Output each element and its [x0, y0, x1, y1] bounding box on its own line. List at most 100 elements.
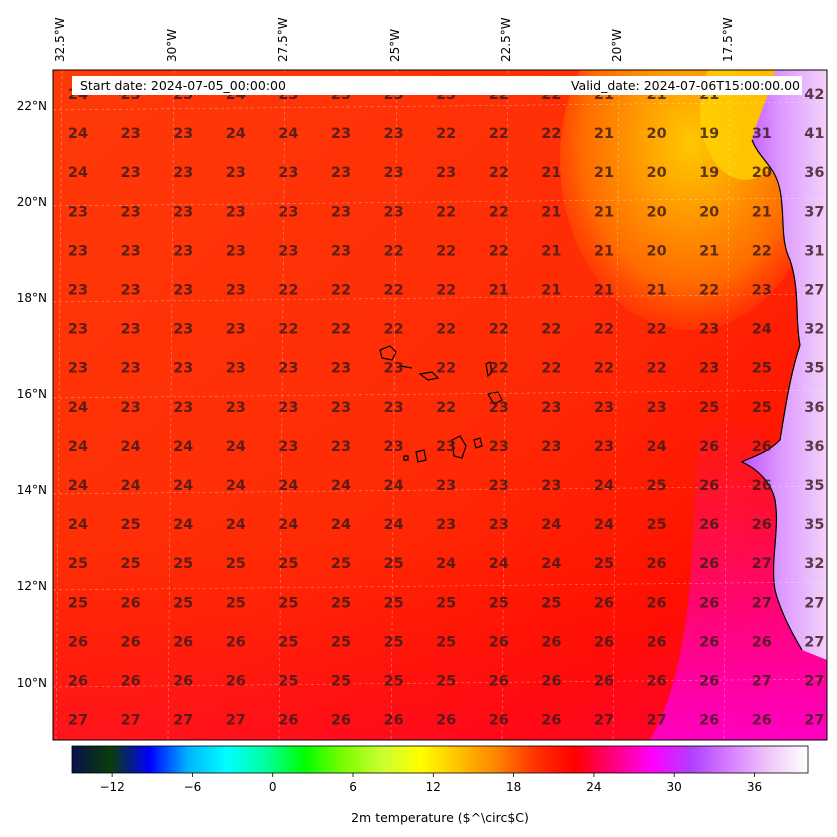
temperature-value: 22 [278, 283, 298, 299]
temperature-value: 23 [331, 126, 351, 142]
temperature-value: 23 [384, 361, 404, 377]
temperature-value: 21 [594, 204, 614, 220]
temperature-value: 24 [68, 439, 88, 455]
temperature-value: 24 [541, 517, 561, 533]
temperature-value: 22 [436, 126, 456, 142]
longitude-label: 25°W [388, 29, 402, 62]
colorbar-tick-label: 0 [269, 780, 277, 794]
temperature-value: 42 [804, 87, 824, 103]
latitude-labels: 22°N 20°N 18°N 16°N 14°N 12°N 10°N [17, 99, 47, 690]
african-land [742, 70, 827, 660]
latitude-label: 14°N [17, 483, 47, 497]
temperature-value: 19 [699, 126, 719, 142]
colorbar-tick-label: −6 [184, 780, 202, 794]
latitude-label: 16°N [17, 387, 47, 401]
temperature-value: 26 [541, 674, 561, 690]
temperature-value: 24 [436, 556, 456, 572]
colorbar-tick-label: 30 [667, 780, 682, 794]
meridian-line [390, 70, 398, 740]
temperature-value: 25 [699, 400, 719, 416]
temperature-value: 21 [541, 204, 561, 220]
colorbar-ticks: −12 −6 0 6 12 18 24 30 36 [99, 773, 762, 794]
temperature-value: 21 [647, 283, 667, 299]
temperature-value: 23 [436, 165, 456, 181]
temperature-value: 26 [699, 674, 719, 690]
meridian-line [723, 70, 731, 740]
temperature-value: 37 [804, 204, 824, 220]
temperature-value: 41 [804, 126, 824, 142]
temperature-value: 26 [226, 634, 246, 650]
temperature-value: 27 [752, 674, 772, 690]
temperature-value: 23 [331, 400, 351, 416]
temperature-value: 25 [752, 400, 772, 416]
temperature-value: 27 [226, 713, 246, 729]
temperature-value: 24 [278, 517, 298, 533]
temperature-value: 22 [436, 204, 456, 220]
temperature-value: 27 [752, 556, 772, 572]
temperature-value: 31 [804, 243, 824, 259]
temperature-value: 25 [68, 595, 88, 611]
temperature-value: 26 [121, 674, 141, 690]
temperature-value: 23 [489, 400, 509, 416]
temperature-value: 24 [278, 126, 298, 142]
temperature-value: 22 [594, 322, 614, 338]
start-date: Start date: 2024-07-05_00:00:00 [80, 78, 286, 93]
temperature-value: 26 [541, 634, 561, 650]
temperature-value: 21 [594, 126, 614, 142]
temperature-value: 23 [68, 361, 88, 377]
temperature-value: 25 [68, 556, 88, 572]
temperature-value: 23 [121, 283, 141, 299]
temperature-value: 20 [752, 165, 772, 181]
temperature-value: 20 [647, 126, 667, 142]
temperature-value: 27 [804, 595, 824, 611]
temperature-value: 23 [226, 243, 246, 259]
temperature-value: 26 [699, 439, 719, 455]
temperature-value: 26 [752, 634, 772, 650]
temperature-value: 22 [647, 322, 667, 338]
temperature-value: 21 [699, 243, 719, 259]
temperature-value: 36 [804, 400, 824, 416]
temperature-value: 24 [68, 126, 88, 142]
date-header-background [72, 76, 802, 95]
temperature-value: 22 [489, 165, 509, 181]
temperature-value: 19 [699, 165, 719, 181]
temperature-value: 26 [436, 713, 456, 729]
date-header: Start date: 2024-07-05_00:00:00 Valid_da… [72, 76, 802, 95]
temperature-value: 26 [699, 517, 719, 533]
temperature-value: 24 [68, 478, 88, 494]
temperature-value: 25 [226, 556, 246, 572]
colorbar-tick-label: 18 [506, 780, 521, 794]
temperature-value: 23 [541, 400, 561, 416]
latitude-label: 22°N [17, 99, 47, 113]
temperature-value: 23 [331, 361, 351, 377]
temperature-value: 23 [752, 283, 772, 299]
temperature-value: 22 [436, 243, 456, 259]
temperature-value: 23 [173, 283, 193, 299]
temperature-value: 22 [541, 126, 561, 142]
temperature-value: 26 [647, 556, 667, 572]
temperature-value: 23 [278, 165, 298, 181]
temperature-value: 24 [226, 126, 246, 142]
temperature-value: 24 [278, 478, 298, 494]
temperature-value: 25 [121, 517, 141, 533]
temperature-value: 27 [173, 713, 193, 729]
longitude-label: 22.5°W [499, 17, 513, 62]
temperature-value: 21 [594, 283, 614, 299]
temperature-value: 23 [489, 439, 509, 455]
temperature-value: 23 [121, 361, 141, 377]
temperature-value: 23 [278, 400, 298, 416]
temperature-value: 22 [489, 243, 509, 259]
temperature-value: 22 [489, 361, 509, 377]
temperature-value: 24 [173, 478, 193, 494]
temperature-value: 24 [594, 517, 614, 533]
latitude-label: 12°N [17, 579, 47, 593]
temperature-value: 26 [647, 674, 667, 690]
temperature-value: 26 [331, 713, 351, 729]
temperature-value: 24 [594, 478, 614, 494]
temperature-value: 32 [804, 322, 824, 338]
temperature-value: 24 [331, 478, 351, 494]
temperature-value: 31 [752, 126, 772, 142]
temperature-value: 22 [278, 322, 298, 338]
temperature-value: 23 [173, 361, 193, 377]
temperature-value: 25 [541, 595, 561, 611]
